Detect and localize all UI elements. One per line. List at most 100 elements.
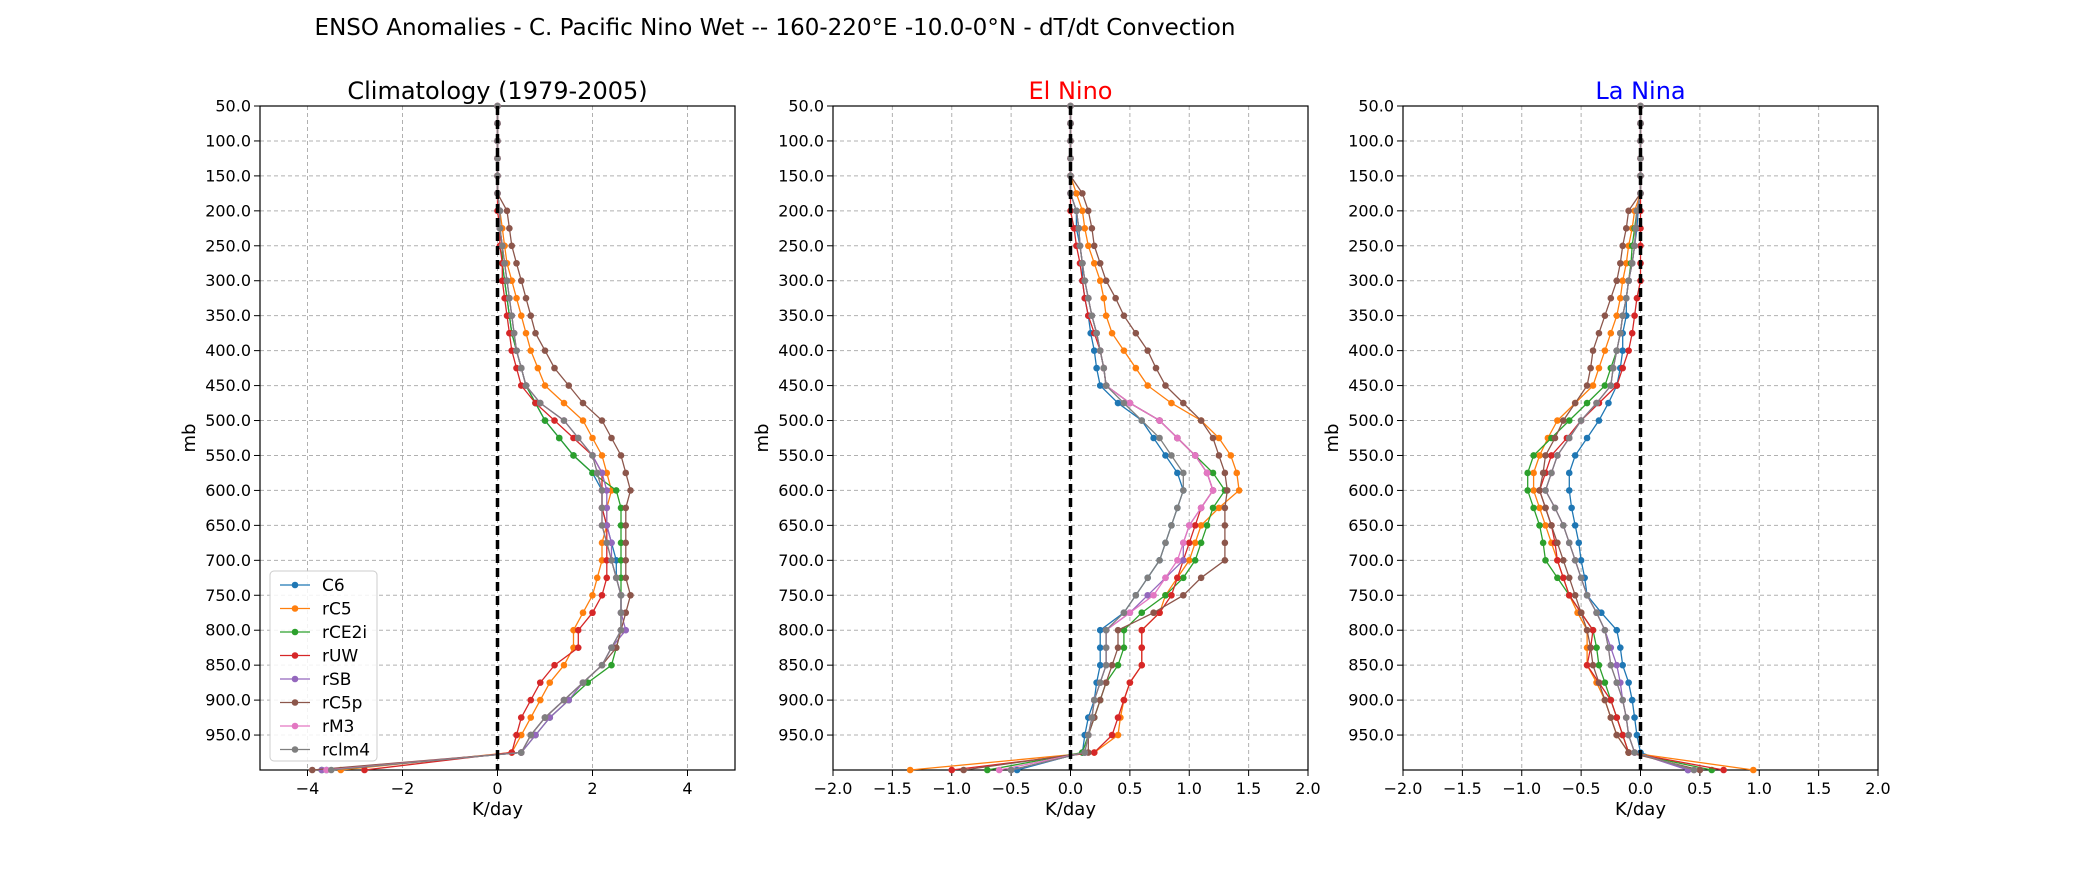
data-point-rC5 xyxy=(1750,766,1757,774)
data-point-rUW xyxy=(598,591,606,599)
data-point-rclm4 xyxy=(1607,382,1615,389)
series-rC5p xyxy=(1536,102,1704,774)
series-line-rC5p xyxy=(963,106,1228,771)
x-tick-label: 4 xyxy=(682,779,692,798)
data-point-rC5p xyxy=(622,522,630,529)
data-point-rC5 xyxy=(1530,469,1537,477)
data-point-rC5 xyxy=(1185,557,1193,564)
data-point-C6 xyxy=(1571,522,1579,529)
data-point-rCE2i xyxy=(617,522,625,529)
data-point-rclm4 xyxy=(1577,574,1585,582)
data-point-rUW xyxy=(1138,626,1146,634)
data-point-rC5p xyxy=(1542,504,1549,512)
y-tick-label: 550.0 xyxy=(778,446,824,465)
data-point-rCE2i xyxy=(1209,469,1217,477)
data-point-rclm4 xyxy=(327,766,335,774)
data-point-rC5p xyxy=(622,557,630,564)
data-point-rclm4 xyxy=(1593,399,1600,407)
data-point-rclm4 xyxy=(1613,347,1621,354)
data-point-rC5p xyxy=(1587,364,1594,372)
data-point-rC5p xyxy=(1548,522,1555,529)
x-tick-label: 1.5 xyxy=(1236,779,1261,798)
data-point-rC5p xyxy=(1096,696,1104,704)
data-point-rC5p xyxy=(1221,504,1229,512)
x-tick-label: −1.0 xyxy=(932,779,971,798)
x-tick-label: −2 xyxy=(391,779,415,798)
data-point-rC5p xyxy=(1625,749,1632,756)
data-point-rC5p xyxy=(1090,242,1098,250)
legend-marker xyxy=(291,722,299,730)
data-point-rCE2i xyxy=(1542,557,1549,564)
data-point-rC5p xyxy=(1536,487,1543,494)
data-point-rclm4 xyxy=(617,591,625,599)
data-point-rclm4 xyxy=(1120,399,1128,407)
y-tick-label: 600.0 xyxy=(1348,481,1394,500)
y-tick-label: 650.0 xyxy=(205,516,251,535)
x-tick-label: 1.5 xyxy=(1806,779,1831,798)
data-point-rclm4 xyxy=(506,294,513,302)
data-point-rC5 xyxy=(546,679,554,686)
data-point-rclm4 xyxy=(1102,382,1110,389)
y-tick-label: 950.0 xyxy=(205,726,251,745)
data-point-rC5 xyxy=(1197,522,1205,529)
data-point-rC5p xyxy=(551,364,558,372)
data-point-C6 xyxy=(1568,504,1575,512)
data-point-rUW xyxy=(513,364,520,372)
data-point-rclm4 xyxy=(1609,364,1617,372)
data-point-rclm4 xyxy=(1093,329,1100,337)
panel-1: −2.0 −1.5 −1.0 −0.5 0.0 0.5 1.0 1.5 2.0 50.0 100.0… xyxy=(752,77,1321,820)
data-point-rclm4 xyxy=(1156,557,1163,564)
data-point-rC5p xyxy=(622,504,630,512)
panel-0: −4 −2 0 2 450.0100.0150.0200.0250.0300.0350.… xyxy=(179,77,736,820)
data-point-rC5 xyxy=(1227,452,1235,459)
legend-label: rclm4 xyxy=(322,741,370,761)
data-point-rCE2i xyxy=(608,661,615,669)
data-point-rC5 xyxy=(1168,399,1175,407)
data-point-rC5p xyxy=(532,329,539,337)
legend-label: rSB xyxy=(322,670,351,690)
data-point-rclm4 xyxy=(1081,277,1089,285)
data-point-rC5p xyxy=(508,242,516,250)
data-point-rM3 xyxy=(1185,522,1193,529)
legend-label: rC5 xyxy=(322,600,352,620)
data-point-rclm4 xyxy=(617,609,625,617)
data-point-rUW xyxy=(1613,714,1621,721)
data-point-rUW xyxy=(574,644,582,651)
y-tick-label: 850.0 xyxy=(778,656,824,675)
data-point-rUW xyxy=(517,382,525,389)
data-point-rC5p xyxy=(517,277,525,285)
data-point-rC5 xyxy=(598,557,606,564)
data-point-rM3 xyxy=(1126,399,1134,407)
data-point-rC5 xyxy=(1617,294,1624,302)
data-point-rM3 xyxy=(1150,591,1157,599)
data-point-rC5p xyxy=(1079,190,1086,197)
x-tick-label: 1.0 xyxy=(1177,779,1202,798)
data-point-rC5p xyxy=(527,312,535,319)
y-tick-label: 400.0 xyxy=(1348,341,1394,360)
data-point-rC5p xyxy=(1085,207,1092,215)
data-point-rUW xyxy=(1108,731,1116,739)
y-tick-label: 250.0 xyxy=(1348,236,1394,255)
data-point-rclm4 xyxy=(1007,766,1015,774)
data-point-rC5 xyxy=(1536,504,1543,512)
x-tick-label: −4 xyxy=(296,779,320,798)
data-point-rC5 xyxy=(560,399,568,407)
data-point-rSB xyxy=(532,731,539,739)
data-point-rclm4 xyxy=(598,504,606,512)
data-point-C6 xyxy=(1096,644,1104,651)
data-point-rC5 xyxy=(1090,259,1098,267)
data-point-rCE2i xyxy=(541,417,549,424)
data-point-rC5p xyxy=(1088,225,1096,232)
y-tick-label: 300.0 xyxy=(1348,271,1394,290)
y-tick-label: 700.0 xyxy=(205,551,251,570)
data-point-rclm4 xyxy=(1551,504,1559,512)
data-point-rC5p xyxy=(579,399,587,407)
data-point-rUW xyxy=(589,609,596,617)
data-point-rSB xyxy=(603,522,611,529)
legend-marker xyxy=(291,605,299,612)
data-point-C6 xyxy=(1613,626,1621,634)
data-point-rCE2i xyxy=(1120,644,1128,651)
data-point-rUW xyxy=(361,766,368,774)
data-point-rC5p xyxy=(1197,417,1205,424)
